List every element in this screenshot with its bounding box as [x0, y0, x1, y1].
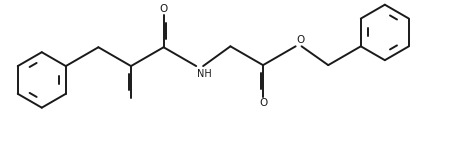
Text: NH: NH — [196, 69, 212, 79]
Text: O: O — [159, 4, 168, 14]
Text: O: O — [296, 35, 305, 45]
Text: O: O — [259, 98, 267, 108]
